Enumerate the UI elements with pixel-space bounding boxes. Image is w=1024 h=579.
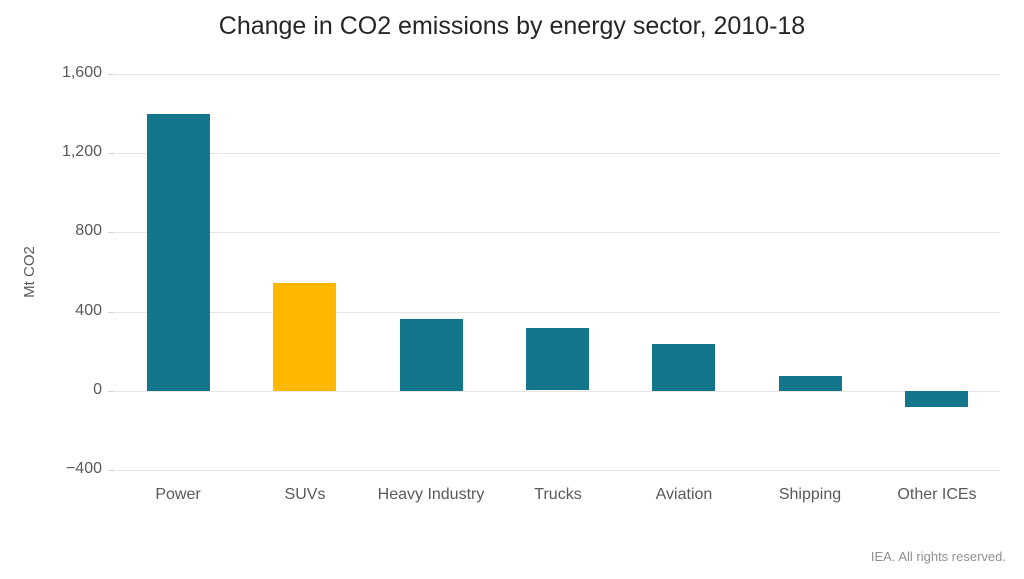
bar-power[interactable] (147, 114, 210, 391)
y-axis-tick (108, 74, 114, 75)
y-axis-tick (108, 391, 114, 392)
gridline (115, 74, 1000, 75)
y-tick-label: 1,600 (61, 64, 102, 81)
bar-other-ices[interactable] (905, 391, 968, 407)
x-axis-label: SUVs (284, 486, 326, 503)
y-axis-tick (108, 312, 114, 313)
x-axis-label: Shipping (778, 486, 842, 503)
y-tick-label: 400 (75, 302, 102, 319)
bar-heavy-industry[interactable] (400, 319, 463, 391)
y-tick-label: 1,200 (61, 143, 102, 160)
gridline (115, 470, 1000, 471)
gridline (115, 312, 1000, 313)
y-axis-tick (108, 470, 114, 471)
x-axis-label: Power (155, 486, 201, 503)
y-tick-label: 800 (75, 222, 102, 239)
y-tick-label: 0 (93, 381, 102, 398)
y-axis-tick (108, 232, 114, 233)
bar-aviation[interactable] (652, 344, 715, 391)
bar-shipping[interactable] (779, 376, 842, 391)
x-axis-label: Trucks (534, 486, 582, 503)
bar-trucks[interactable] (526, 328, 589, 390)
source-credit: IEA. All rights reserved. (870, 549, 1006, 564)
x-axis-label: Aviation (655, 486, 713, 503)
x-axis-label: Heavy Industry (377, 486, 485, 503)
gridline (115, 232, 1000, 233)
y-tick-label: −400 (65, 460, 102, 477)
x-axis-label: Other ICEs (897, 486, 977, 503)
y-axis-title: Mt CO2 (21, 246, 38, 298)
gridline (115, 391, 1000, 392)
bar-suvs[interactable] (273, 283, 336, 391)
gridline (115, 153, 1000, 154)
chart-title: Change in CO2 emissions by energy sector… (218, 12, 806, 40)
y-axis-tick (108, 153, 114, 154)
